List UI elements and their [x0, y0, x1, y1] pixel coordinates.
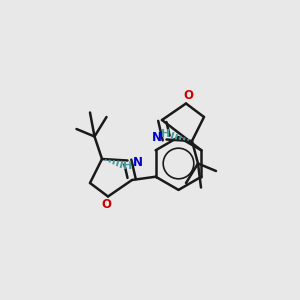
Text: O: O [183, 89, 193, 103]
Text: N: N [132, 156, 142, 170]
Text: N: N [152, 130, 162, 144]
Text: H: H [124, 161, 133, 171]
Text: O: O [101, 197, 111, 211]
Text: H: H [161, 129, 170, 139]
